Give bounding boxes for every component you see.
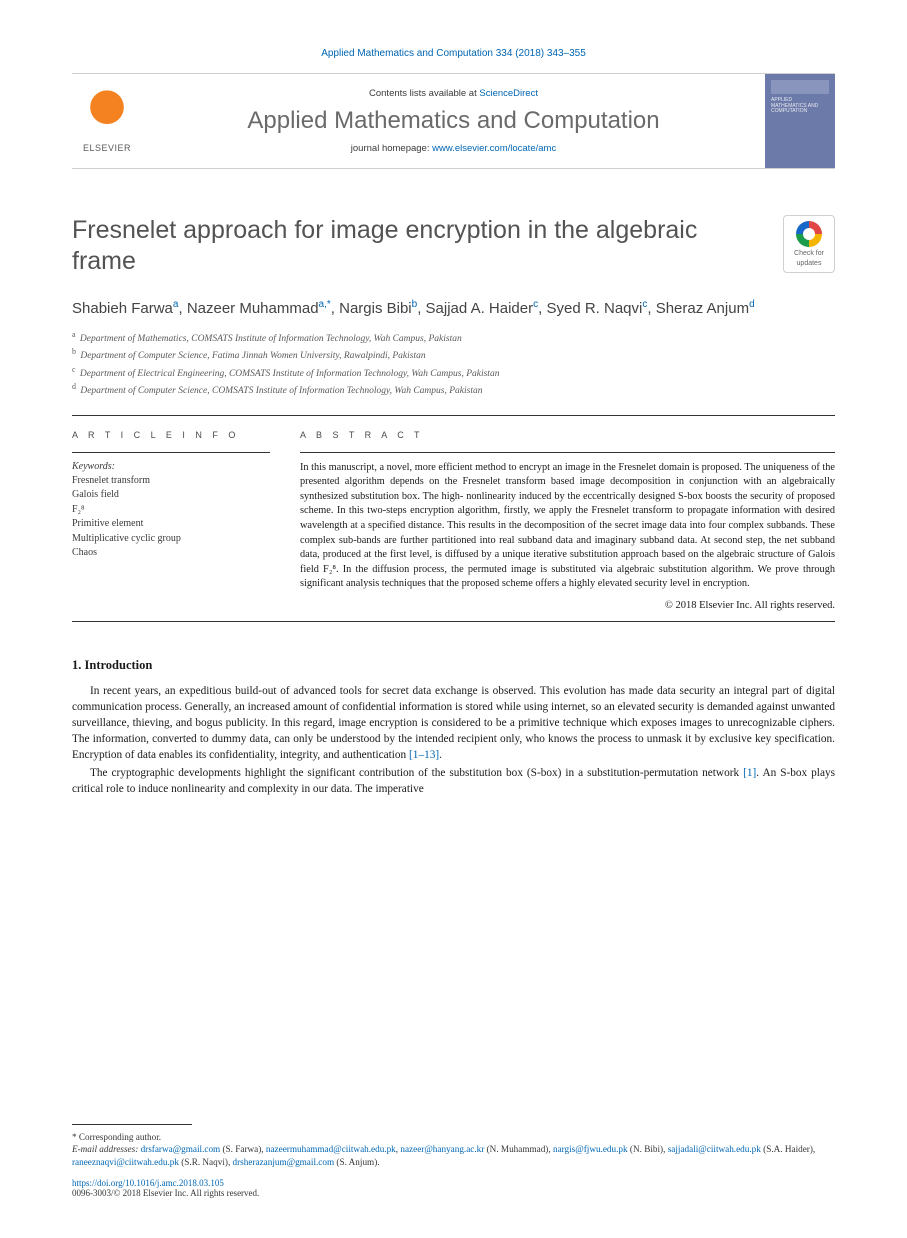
author-name: Sajjad A. Haider: [426, 300, 534, 317]
corresponding-author-note: * Corresponding author.: [72, 1131, 835, 1143]
journal-header: ELSEVIER Contents lists available at Sci…: [72, 73, 835, 169]
email-link[interactable]: sajjadali@ciitwah.edu.pk: [668, 1144, 761, 1154]
homepage-link[interactable]: www.elsevier.com/locate/amc: [432, 143, 556, 154]
author-name: Syed R. Naqvi: [546, 300, 642, 317]
footnotes: * Corresponding author. E-mail addresses…: [72, 1124, 835, 1198]
cover-top-stripe: [771, 80, 829, 94]
authors-line: Shabieh Farwaa, Nazeer Muhammada,*, Narg…: [72, 298, 835, 319]
info-rule: [72, 452, 270, 453]
citation-ref[interactable]: [1]: [743, 767, 756, 779]
footnote-rule: [72, 1124, 192, 1125]
citation-ref[interactable]: [1–13]: [409, 749, 439, 761]
keyword-item: Chaos: [72, 546, 270, 561]
article-info-column: A R T I C L E I N F O Keywords: Fresnele…: [72, 430, 270, 611]
affiliation-item: c Department of Electrical Engineering, …: [72, 364, 835, 381]
abstract-column: A B S T R A C T In this manuscript, a no…: [300, 430, 835, 611]
author-affiliation-marker: c: [533, 299, 538, 310]
header-center: Contents lists available at ScienceDirec…: [142, 74, 765, 168]
abstract-heading: A B S T R A C T: [300, 430, 835, 440]
abstract-copyright: © 2018 Elsevier Inc. All rights reserved…: [300, 600, 835, 611]
email-addresses: E-mail addresses: drsfarwa@gmail.com (S.…: [72, 1143, 835, 1168]
keyword-item: Primitive element: [72, 517, 270, 532]
elsevier-tree-icon: [83, 89, 131, 141]
author-name: Nargis Bibi: [339, 300, 412, 317]
body-paragraph: In recent years, an expeditious build-ou…: [72, 683, 835, 763]
introduction-body: In recent years, an expeditious build-ou…: [72, 683, 835, 797]
email-link[interactable]: raneeznaqvi@ciitwah.edu.pk: [72, 1157, 179, 1167]
contents-line: Contents lists available at ScienceDirec…: [142, 88, 765, 99]
body-paragraph: The cryptographic developments highlight…: [72, 765, 835, 797]
keyword-item: F₂⁸: [72, 503, 270, 518]
author-name: Shabieh Farwa: [72, 300, 173, 317]
rule-bottom: [72, 621, 835, 622]
keyword-item: Multiplicative cyclic group: [72, 532, 270, 547]
updates-line2: updates: [797, 260, 822, 267]
journal-name: Applied Mathematics and Computation: [142, 107, 765, 135]
email-link[interactable]: nazeer@hanyang.ac.kr: [400, 1144, 484, 1154]
author-affiliation-marker: c: [642, 299, 647, 310]
email-link[interactable]: drsherazanjum@gmail.com: [233, 1157, 335, 1167]
cover-title: APPLIED MATHEMATICS AND COMPUTATION: [771, 98, 829, 115]
author-affiliation-marker: a: [173, 299, 179, 310]
contents-prefix: Contents lists available at: [369, 88, 479, 99]
sciencedirect-link[interactable]: ScienceDirect: [479, 88, 538, 99]
doi-link[interactable]: https://doi.org/10.1016/j.amc.2018.03.10…: [72, 1178, 224, 1188]
keywords-label: Keywords:: [72, 461, 270, 472]
issn-line: 0096-3003/© 2018 Elsevier Inc. All right…: [72, 1188, 259, 1198]
journal-cover-thumb: APPLIED MATHEMATICS AND COMPUTATION: [765, 74, 835, 168]
elsevier-logo: ELSEVIER: [72, 74, 142, 168]
rule-top: [72, 415, 835, 416]
affiliation-item: a Department of Mathematics, COMSATS Ins…: [72, 329, 835, 346]
abstract-rule: [300, 452, 835, 453]
keyword-item: Galois field: [72, 488, 270, 503]
author-affiliation-marker: d: [749, 299, 755, 310]
email-link[interactable]: drsfarwa@gmail.com: [141, 1144, 221, 1154]
homepage-line: journal homepage: www.elsevier.com/locat…: [142, 143, 765, 154]
author-name: Sheraz Anjum: [656, 300, 749, 317]
elsevier-wordmark: ELSEVIER: [83, 143, 131, 153]
keyword-item: Fresnelet transform: [72, 474, 270, 489]
email-link[interactable]: nargis@fjwu.edu.pk: [553, 1144, 628, 1154]
citation-header: Applied Mathematics and Computation 334 …: [72, 48, 835, 59]
email-label: E-mail addresses:: [72, 1144, 141, 1154]
keywords-list: Fresnelet transformGalois fieldF₂⁸Primit…: [72, 474, 270, 561]
affiliations-list: a Department of Mathematics, COMSATS Ins…: [72, 329, 835, 399]
email-link[interactable]: nazeermuhammad@ciitwah.edu.pk: [266, 1144, 396, 1154]
author-affiliation-marker: a,*: [319, 299, 331, 310]
updates-line1: Check for: [794, 250, 824, 257]
article-title: Fresnelet approach for image encryption …: [72, 215, 767, 278]
affiliation-item: d Department of Computer Science, COMSAT…: [72, 381, 835, 398]
abstract-text: In this manuscript, a novel, more effici…: [300, 461, 835, 592]
author-affiliation-marker: b: [412, 299, 418, 310]
affiliation-item: b Department of Computer Science, Fatima…: [72, 346, 835, 363]
crossmark-icon: [796, 221, 822, 247]
article-info-heading: A R T I C L E I N F O: [72, 430, 270, 440]
section-1-heading: 1. Introduction: [72, 658, 835, 673]
author-name: Nazeer Muhammad: [187, 300, 319, 317]
homepage-prefix: journal homepage:: [351, 143, 432, 154]
check-updates-badge[interactable]: Check for updates: [783, 215, 835, 273]
